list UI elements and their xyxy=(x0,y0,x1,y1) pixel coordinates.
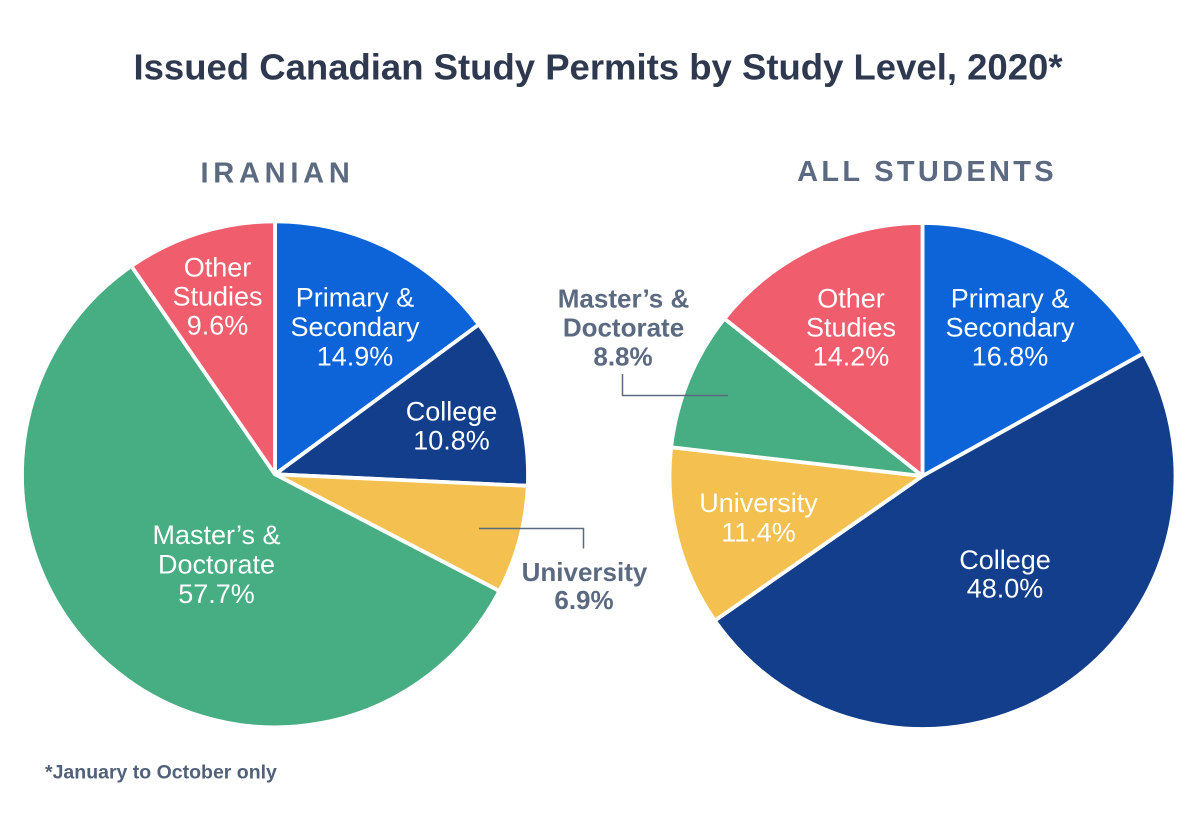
svg-text:Secondary: Secondary xyxy=(290,312,420,342)
svg-text:Doctorate: Doctorate xyxy=(563,313,684,343)
svg-text:8.8%: 8.8% xyxy=(593,342,652,372)
svg-text:University: University xyxy=(522,557,648,587)
svg-text:Studies: Studies xyxy=(172,282,262,312)
svg-text:Primary &: Primary & xyxy=(296,283,415,313)
svg-text:Other: Other xyxy=(184,253,252,283)
svg-text:14.2%: 14.2% xyxy=(813,342,890,372)
svg-text:10.8%: 10.8% xyxy=(413,426,490,456)
svg-text:College: College xyxy=(406,397,498,427)
svg-text:Issued Canadian Study Permits: Issued Canadian Study Permits by Study L… xyxy=(133,47,1063,88)
svg-text:Master’s &: Master’s & xyxy=(152,520,280,550)
svg-text:Primary &: Primary & xyxy=(951,284,1070,314)
svg-text:Studies: Studies xyxy=(806,313,896,343)
svg-text:6.9%: 6.9% xyxy=(554,585,613,615)
svg-text:14.9%: 14.9% xyxy=(317,342,394,372)
svg-text:48.0%: 48.0% xyxy=(967,574,1044,604)
svg-text:IRANIAN: IRANIAN xyxy=(200,158,354,190)
svg-text:11.4%: 11.4% xyxy=(721,518,796,548)
svg-text:Doctorate: Doctorate xyxy=(158,550,275,580)
svg-text:57.7%: 57.7% xyxy=(178,579,255,609)
svg-text:ALL STUDENTS: ALL STUDENTS xyxy=(797,156,1057,188)
svg-text:College: College xyxy=(959,545,1051,575)
svg-text:University: University xyxy=(699,488,818,518)
svg-text:Other: Other xyxy=(817,284,885,314)
svg-text:9.6%: 9.6% xyxy=(187,311,249,341)
svg-text:Secondary: Secondary xyxy=(945,313,1075,343)
svg-text:16.8%: 16.8% xyxy=(972,342,1049,372)
svg-text:Master’s &: Master’s & xyxy=(558,284,690,314)
svg-text:*January to October only: *January to October only xyxy=(45,762,277,784)
